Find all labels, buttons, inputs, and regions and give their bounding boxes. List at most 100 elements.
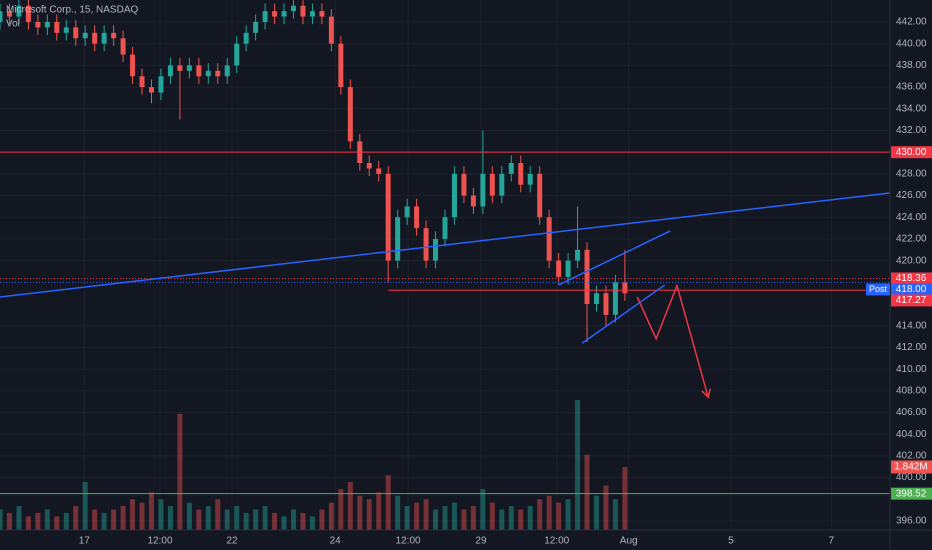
trend-line [558, 230, 671, 286]
volume-bar [489, 502, 495, 530]
arrow-head [701, 388, 711, 399]
candle-body [612, 282, 618, 315]
volume-bar [253, 509, 259, 530]
price-label: 398.52 [896, 488, 927, 499]
candle-body [366, 163, 372, 169]
y-tick-label: 402.00 [896, 451, 927, 462]
trend-line [581, 284, 666, 344]
x-tick-label: Aug [620, 536, 638, 547]
candle-body [546, 217, 552, 261]
volume-bar [527, 506, 533, 530]
volume-bar [470, 506, 476, 530]
axes: 442.00 440.00 438.00 436.00 434.00 432.00 430.… [79, 17, 932, 547]
candle-body [0, 11, 3, 22]
candle-body [480, 173, 486, 207]
volume-bar [25, 516, 31, 530]
volume-bar [433, 509, 439, 530]
volume-bar [272, 512, 278, 530]
candle-body [291, 5, 297, 12]
price-label-box [891, 294, 932, 307]
candle-body [527, 173, 533, 185]
candle-body [54, 22, 60, 33]
volume-bar [461, 509, 467, 530]
candle-body [167, 65, 173, 77]
volume-bar [234, 506, 240, 530]
candle-body [593, 293, 599, 305]
x-tick-label: 5 [728, 536, 734, 547]
candle-body [177, 65, 183, 71]
volume-bar [158, 499, 164, 530]
candle-body [347, 87, 353, 142]
candle-body [556, 260, 562, 277]
candle-body [25, 5, 31, 23]
y-tick-label: 434.00 [896, 103, 927, 114]
volume-bar [167, 506, 173, 530]
candle-body [433, 238, 439, 261]
x-tick-label: 12:00 [147, 536, 172, 547]
volume [0, 400, 628, 530]
volume-bar [546, 495, 552, 530]
candle-body [423, 228, 429, 261]
x-tick-label: 24 [330, 536, 342, 547]
volume-bar [215, 499, 221, 530]
volume-bar [357, 495, 363, 530]
volume-bar [537, 499, 543, 530]
candle-body [111, 32, 117, 39]
volume-bar [423, 499, 429, 530]
price-label-box [891, 283, 932, 296]
candle-body [243, 32, 249, 44]
y-tick-label: 404.00 [896, 429, 927, 440]
volume-bar [328, 502, 334, 530]
candle-body [186, 65, 192, 71]
price-label: 430.00 [896, 147, 927, 158]
candle-body [272, 11, 278, 17]
volume-bar [584, 454, 590, 530]
volume-bar [281, 516, 287, 530]
candle-body [205, 70, 211, 77]
volume-bar [612, 499, 618, 530]
volume-bar [575, 400, 581, 530]
volume-bar [82, 482, 88, 530]
candle-body [234, 43, 240, 66]
volume-bar [92, 509, 98, 530]
y-tick-label: 432.00 [896, 125, 927, 136]
candle-body [565, 260, 571, 277]
candle-body [537, 173, 543, 218]
candle-body [130, 54, 136, 77]
volume-bar [224, 509, 230, 530]
candle-body [328, 16, 334, 44]
x-tick-label: 12:00 [544, 536, 569, 547]
y-tick-label: 422.00 [896, 234, 927, 245]
volume-bar [35, 512, 41, 530]
candle-body [508, 163, 514, 174]
volume-bar [395, 495, 401, 530]
candle-body [300, 5, 306, 17]
volume-bar [385, 475, 391, 530]
volume-bar [565, 499, 571, 530]
volume-bar [480, 488, 486, 530]
volume-bar [16, 506, 22, 530]
volume-bar [376, 492, 382, 530]
candle-body [489, 173, 495, 196]
x-tick-label: 7 [829, 536, 835, 547]
volume-bar [451, 502, 457, 530]
candle-body [158, 76, 164, 93]
volume-bar [442, 506, 448, 530]
price-label-box [891, 487, 932, 500]
volume-bar [196, 509, 202, 530]
candle-body [73, 27, 79, 39]
volume-bar [366, 499, 372, 530]
candle-body [120, 38, 126, 55]
volume-bar [262, 506, 268, 530]
volume-bar [205, 506, 211, 530]
y-tick-label: 420.00 [896, 255, 927, 266]
volume-bar [593, 495, 599, 530]
candle-body [92, 32, 98, 44]
candle-body [101, 32, 107, 44]
candle-body [404, 206, 410, 218]
candle-body [603, 293, 609, 315]
volume-bar [518, 509, 524, 530]
volume-bar [508, 506, 514, 530]
arrow-path [636, 283, 709, 398]
